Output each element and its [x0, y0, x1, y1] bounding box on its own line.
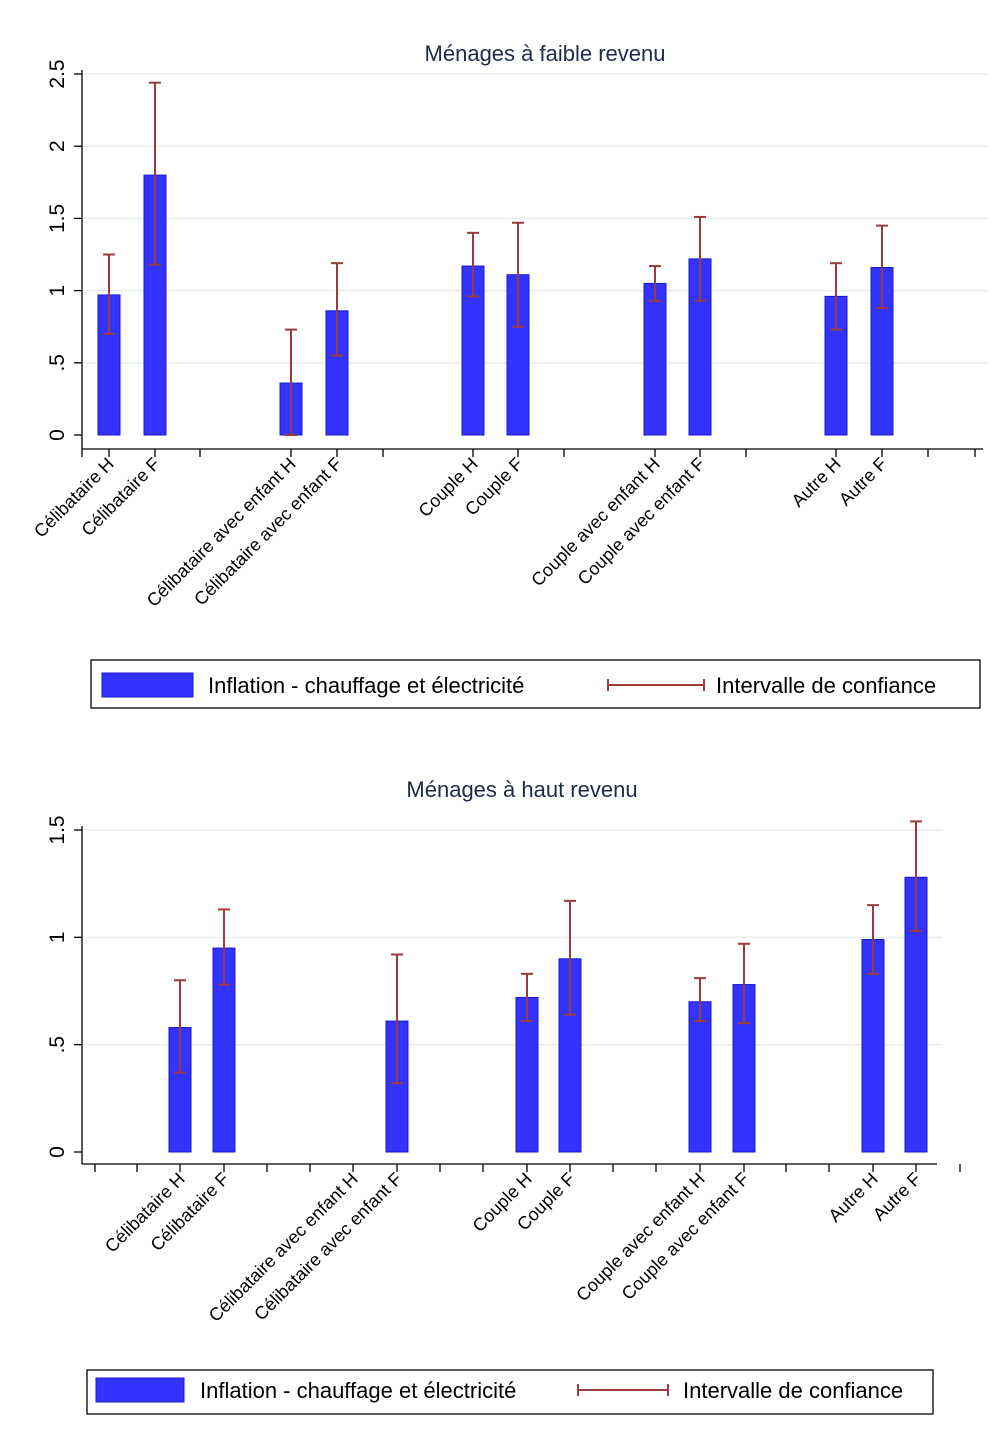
- y-tick-label: 0: [46, 1146, 69, 1158]
- y-tick-label: 1: [46, 931, 69, 943]
- chart-panel-1: Ménages à faible revenu0.511.522.5Céliba…: [30, 41, 988, 709]
- chart-panel-2: Ménages à haut revenu0.511.5Célibataire …: [46, 777, 961, 1415]
- y-tick-label: 2: [46, 140, 69, 152]
- category-label: Autre F: [835, 454, 891, 510]
- legend: Inflation - chauffage et électricité Inte…: [90, 659, 981, 709]
- chart-title: Ménages à faible revenu: [425, 41, 666, 66]
- legend-bar-swatch: [101, 672, 194, 698]
- legend-ci-label: Intervalle de confiance: [683, 1378, 903, 1403]
- legend-box: [86, 1369, 934, 1415]
- legend-box: [90, 659, 981, 709]
- legend-bar-swatch: [95, 1377, 185, 1403]
- y-tick-label: 0: [46, 429, 69, 441]
- legend-bar-label: Inflation - chauffage et électricité: [200, 1378, 516, 1403]
- legend: Inflation - chauffage et électricité Inte…: [86, 1369, 934, 1415]
- y-tick-label: .5: [46, 354, 69, 372]
- legend-ci-label: Intervalle de confiance: [716, 673, 936, 698]
- bar: [688, 1001, 712, 1153]
- chart-title: Ménages à haut revenu: [406, 777, 637, 802]
- y-tick-label: 1: [46, 285, 69, 297]
- y-tick-label: 1.5: [46, 204, 69, 233]
- category-label: Autre H: [825, 1169, 882, 1226]
- bar: [643, 282, 667, 436]
- category-label: Autre H: [788, 454, 845, 511]
- category-label: Autre F: [869, 1169, 925, 1225]
- y-tick-label: 1.5: [46, 815, 69, 844]
- legend-bar-label: Inflation - chauffage et électricité: [208, 673, 524, 698]
- y-tick-label: .5: [46, 1036, 69, 1054]
- y-tick-label: 2.5: [46, 59, 69, 88]
